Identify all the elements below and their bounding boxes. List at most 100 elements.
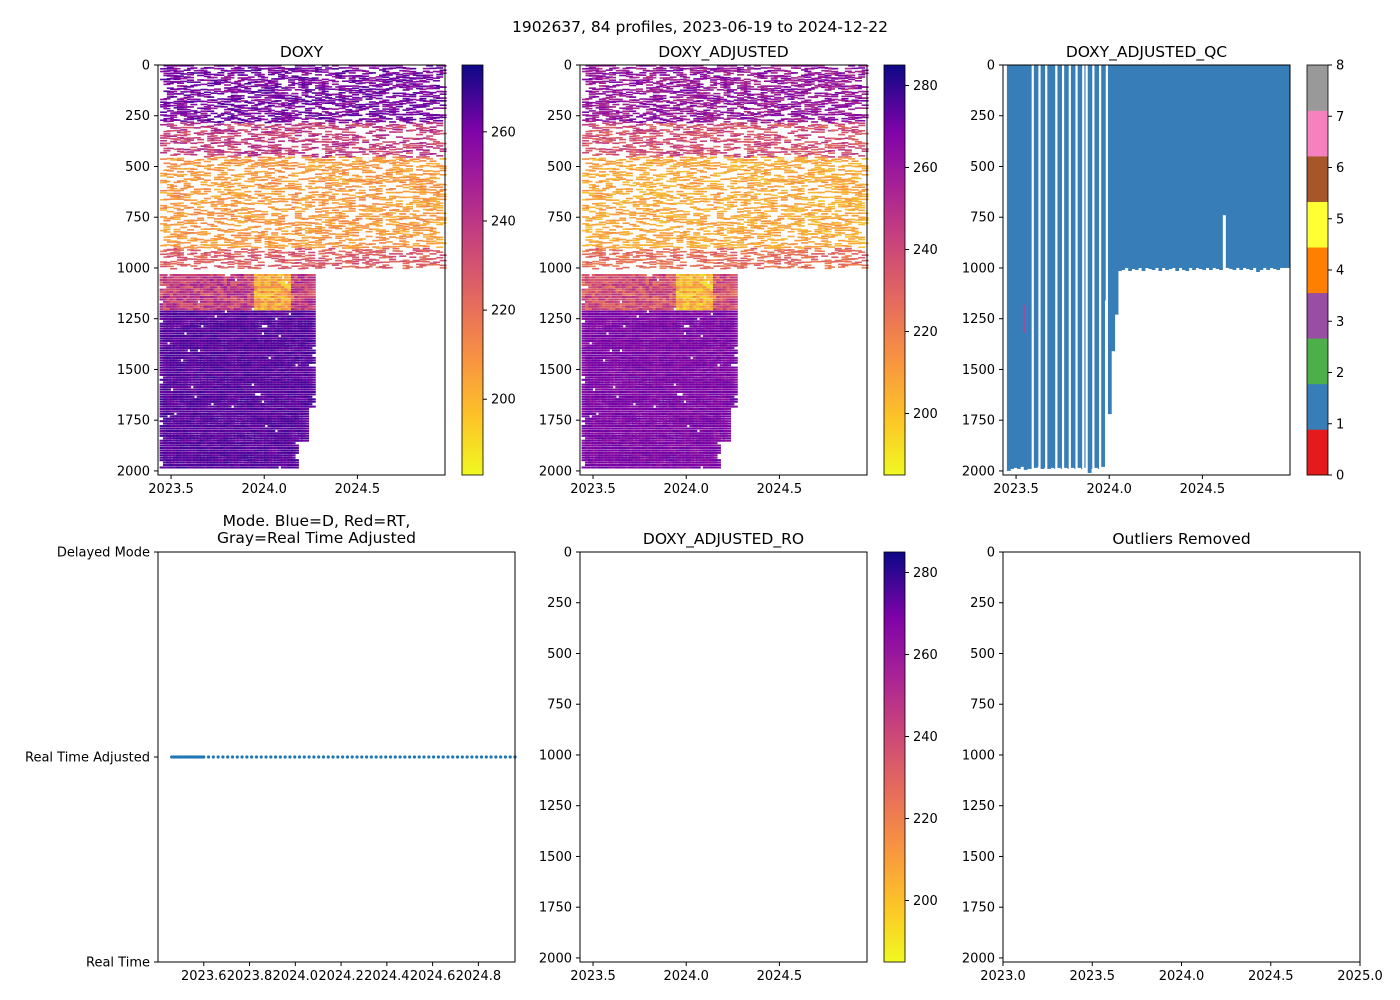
data-cell (234, 178, 242, 180)
data-cell (217, 98, 225, 100)
data-cell (257, 84, 265, 87)
data-cell (298, 265, 306, 267)
data-cell (183, 108, 191, 111)
data-cell (254, 246, 262, 249)
data-cell (180, 259, 188, 261)
data-cell (274, 116, 282, 118)
data-cell (217, 251, 225, 254)
data-cell (247, 178, 255, 180)
data-cell (190, 72, 198, 74)
data-cell (244, 215, 252, 217)
data-cell (247, 153, 255, 155)
data-cell (176, 461, 185, 464)
data-cell (307, 327, 316, 330)
data-cell (210, 286, 219, 289)
data-cell (291, 194, 299, 196)
data-cell (187, 186, 195, 188)
data-cell (173, 216, 181, 219)
data-cell (216, 342, 225, 345)
data-cell (280, 395, 289, 398)
data-cell (163, 142, 171, 145)
data-cell (294, 439, 303, 442)
data-cell (216, 300, 225, 303)
data-cell (180, 134, 188, 137)
data-cell (217, 185, 225, 188)
data-cell (203, 165, 211, 168)
data-cell (189, 417, 198, 420)
data-cell (237, 97, 245, 100)
data-cell (216, 466, 225, 469)
data-cell (277, 239, 285, 241)
data-cell (274, 276, 283, 279)
data-cell (227, 128, 235, 130)
data-cell (277, 120, 285, 123)
data-cell (159, 325, 168, 328)
data-cell (213, 156, 221, 159)
data-cell (193, 249, 201, 252)
data-cell (264, 183, 272, 185)
data-cell (183, 133, 191, 136)
data-cell (254, 103, 262, 106)
data-cell (203, 114, 211, 117)
data-cell (237, 232, 245, 234)
data-cell (290, 432, 299, 435)
data-cell (251, 259, 259, 261)
data-cell (173, 139, 181, 141)
data-cell (264, 85, 272, 87)
data-cell (274, 250, 282, 252)
data-cell (261, 128, 269, 131)
data-cell (315, 97, 323, 99)
data-cell (294, 242, 302, 245)
data-cell (277, 66, 285, 69)
data-cell (311, 244, 319, 246)
data-cell (170, 244, 178, 247)
data-cell (197, 138, 205, 141)
data-cell (176, 361, 185, 364)
data-cell (224, 189, 232, 191)
data-cell (166, 170, 174, 172)
data-cell (284, 225, 292, 228)
data-cell (187, 124, 195, 126)
data-cell (271, 124, 279, 127)
data-cell (206, 356, 215, 359)
data-cell (315, 186, 323, 189)
data-cell (284, 97, 292, 100)
data-cell (203, 71, 211, 74)
data-cell (287, 317, 296, 320)
data-cell (294, 245, 302, 248)
data-cell (284, 72, 292, 74)
data-cell (247, 185, 255, 188)
data-cell (197, 217, 205, 220)
data-cell (260, 378, 269, 381)
data-cell (170, 267, 178, 270)
data-cell (160, 104, 168, 106)
data-cell (254, 94, 262, 96)
data-cell (271, 179, 279, 182)
data-cell (207, 137, 215, 140)
data-cell (240, 193, 248, 196)
data-cell (163, 173, 171, 176)
data-cell (288, 100, 296, 103)
data-cell (226, 337, 235, 340)
data-cell (230, 192, 238, 194)
data-cell (230, 210, 238, 212)
data-cell (315, 118, 323, 120)
data-cell (213, 456, 222, 459)
data-cell (193, 176, 201, 179)
data-cell (193, 117, 201, 120)
data-cell (257, 236, 265, 239)
data-cell (260, 310, 269, 313)
data-cell (176, 242, 184, 244)
data-cell (160, 229, 168, 232)
data-cell (240, 207, 248, 209)
data-cell (287, 327, 296, 330)
data-cell (315, 158, 323, 160)
data-cell (213, 252, 221, 254)
data-cell (213, 116, 221, 118)
data-cell (197, 171, 205, 173)
data-cell (210, 182, 218, 184)
data-cell (244, 90, 252, 92)
data-cell (244, 258, 252, 261)
data-cell (294, 134, 302, 137)
